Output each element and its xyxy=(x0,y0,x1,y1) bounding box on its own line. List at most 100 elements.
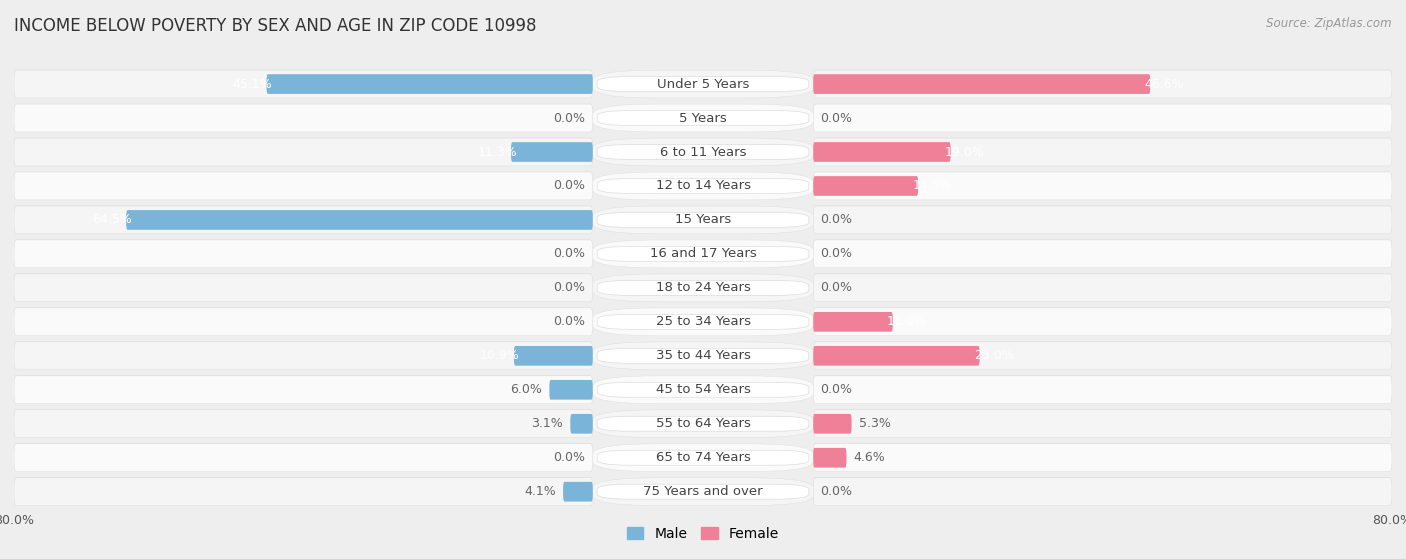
FancyBboxPatch shape xyxy=(14,307,593,335)
FancyBboxPatch shape xyxy=(593,342,813,369)
Text: Under 5 Years: Under 5 Years xyxy=(657,78,749,91)
Text: 15 Years: 15 Years xyxy=(675,214,731,226)
Text: 3.1%: 3.1% xyxy=(531,417,564,430)
FancyBboxPatch shape xyxy=(267,74,593,94)
FancyBboxPatch shape xyxy=(593,444,813,472)
Text: 18 to 24 Years: 18 to 24 Years xyxy=(655,281,751,295)
FancyBboxPatch shape xyxy=(813,478,1392,506)
FancyBboxPatch shape xyxy=(598,145,808,159)
FancyBboxPatch shape xyxy=(813,273,1392,301)
Text: 16 and 17 Years: 16 and 17 Years xyxy=(650,248,756,260)
FancyBboxPatch shape xyxy=(813,312,893,331)
FancyBboxPatch shape xyxy=(593,308,813,336)
Text: 23.0%: 23.0% xyxy=(974,349,1014,362)
FancyBboxPatch shape xyxy=(593,172,813,200)
Text: 0.0%: 0.0% xyxy=(554,451,585,464)
FancyBboxPatch shape xyxy=(813,142,950,162)
FancyBboxPatch shape xyxy=(598,178,808,193)
FancyBboxPatch shape xyxy=(14,308,593,336)
FancyBboxPatch shape xyxy=(14,273,593,301)
FancyBboxPatch shape xyxy=(598,348,808,363)
FancyBboxPatch shape xyxy=(14,477,593,505)
Text: 14.5%: 14.5% xyxy=(912,179,952,192)
Text: 0.0%: 0.0% xyxy=(821,248,852,260)
Text: 0.0%: 0.0% xyxy=(821,112,852,125)
FancyBboxPatch shape xyxy=(598,111,808,126)
FancyBboxPatch shape xyxy=(14,138,593,165)
Text: INCOME BELOW POVERTY BY SEX AND AGE IN ZIP CODE 10998: INCOME BELOW POVERTY BY SEX AND AGE IN Z… xyxy=(14,17,537,35)
FancyBboxPatch shape xyxy=(14,410,593,437)
FancyBboxPatch shape xyxy=(593,376,813,404)
FancyBboxPatch shape xyxy=(14,444,593,472)
FancyBboxPatch shape xyxy=(813,206,1392,234)
Text: 5.3%: 5.3% xyxy=(859,417,890,430)
FancyBboxPatch shape xyxy=(813,346,980,366)
FancyBboxPatch shape xyxy=(813,448,846,467)
FancyBboxPatch shape xyxy=(813,308,1392,336)
FancyBboxPatch shape xyxy=(14,410,593,438)
FancyBboxPatch shape xyxy=(550,380,593,400)
FancyBboxPatch shape xyxy=(813,376,1392,404)
Text: 25 to 34 Years: 25 to 34 Years xyxy=(655,315,751,328)
FancyBboxPatch shape xyxy=(14,478,593,506)
Text: 12 to 14 Years: 12 to 14 Years xyxy=(655,179,751,192)
FancyBboxPatch shape xyxy=(14,342,593,369)
FancyBboxPatch shape xyxy=(14,70,593,98)
Text: 75 Years and over: 75 Years and over xyxy=(643,485,763,498)
Text: 35 to 44 Years: 35 to 44 Years xyxy=(655,349,751,362)
FancyBboxPatch shape xyxy=(813,376,1392,404)
FancyBboxPatch shape xyxy=(813,444,1392,472)
Text: 6.0%: 6.0% xyxy=(510,383,543,396)
FancyBboxPatch shape xyxy=(14,342,593,369)
Text: 65 to 74 Years: 65 to 74 Years xyxy=(655,451,751,464)
FancyBboxPatch shape xyxy=(14,376,593,404)
FancyBboxPatch shape xyxy=(14,172,593,200)
FancyBboxPatch shape xyxy=(813,206,1392,234)
FancyBboxPatch shape xyxy=(593,478,813,506)
FancyBboxPatch shape xyxy=(14,104,593,131)
FancyBboxPatch shape xyxy=(813,307,1392,335)
FancyBboxPatch shape xyxy=(813,70,1392,98)
Text: 45.1%: 45.1% xyxy=(232,78,273,91)
FancyBboxPatch shape xyxy=(598,77,808,92)
FancyBboxPatch shape xyxy=(813,172,1392,200)
Text: 64.5%: 64.5% xyxy=(93,214,132,226)
Text: 0.0%: 0.0% xyxy=(554,281,585,295)
Text: 5 Years: 5 Years xyxy=(679,112,727,125)
FancyBboxPatch shape xyxy=(14,104,593,132)
FancyBboxPatch shape xyxy=(564,482,593,501)
FancyBboxPatch shape xyxy=(598,212,808,228)
FancyBboxPatch shape xyxy=(813,342,1392,369)
Text: 6 to 11 Years: 6 to 11 Years xyxy=(659,145,747,159)
Text: 11.3%: 11.3% xyxy=(477,145,517,159)
Text: 0.0%: 0.0% xyxy=(554,179,585,192)
FancyBboxPatch shape xyxy=(813,70,1392,98)
Text: 0.0%: 0.0% xyxy=(821,383,852,396)
FancyBboxPatch shape xyxy=(813,138,1392,166)
FancyBboxPatch shape xyxy=(14,138,593,166)
FancyBboxPatch shape xyxy=(593,274,813,302)
FancyBboxPatch shape xyxy=(598,247,808,262)
FancyBboxPatch shape xyxy=(14,172,593,200)
Legend: Male, Female: Male, Female xyxy=(621,522,785,547)
Text: 11.0%: 11.0% xyxy=(887,315,927,328)
FancyBboxPatch shape xyxy=(813,410,1392,437)
FancyBboxPatch shape xyxy=(593,410,813,438)
FancyBboxPatch shape xyxy=(813,176,918,196)
FancyBboxPatch shape xyxy=(593,104,813,132)
FancyBboxPatch shape xyxy=(598,416,808,431)
FancyBboxPatch shape xyxy=(593,206,813,234)
FancyBboxPatch shape xyxy=(813,74,1150,94)
Text: 46.6%: 46.6% xyxy=(1144,78,1184,91)
FancyBboxPatch shape xyxy=(813,172,1392,200)
Text: Source: ZipAtlas.com: Source: ZipAtlas.com xyxy=(1267,17,1392,30)
FancyBboxPatch shape xyxy=(813,443,1392,471)
FancyBboxPatch shape xyxy=(14,443,593,471)
FancyBboxPatch shape xyxy=(598,281,808,295)
FancyBboxPatch shape xyxy=(813,240,1392,268)
FancyBboxPatch shape xyxy=(813,410,1392,438)
FancyBboxPatch shape xyxy=(813,240,1392,268)
FancyBboxPatch shape xyxy=(571,414,593,434)
FancyBboxPatch shape xyxy=(598,314,808,329)
FancyBboxPatch shape xyxy=(813,104,1392,132)
